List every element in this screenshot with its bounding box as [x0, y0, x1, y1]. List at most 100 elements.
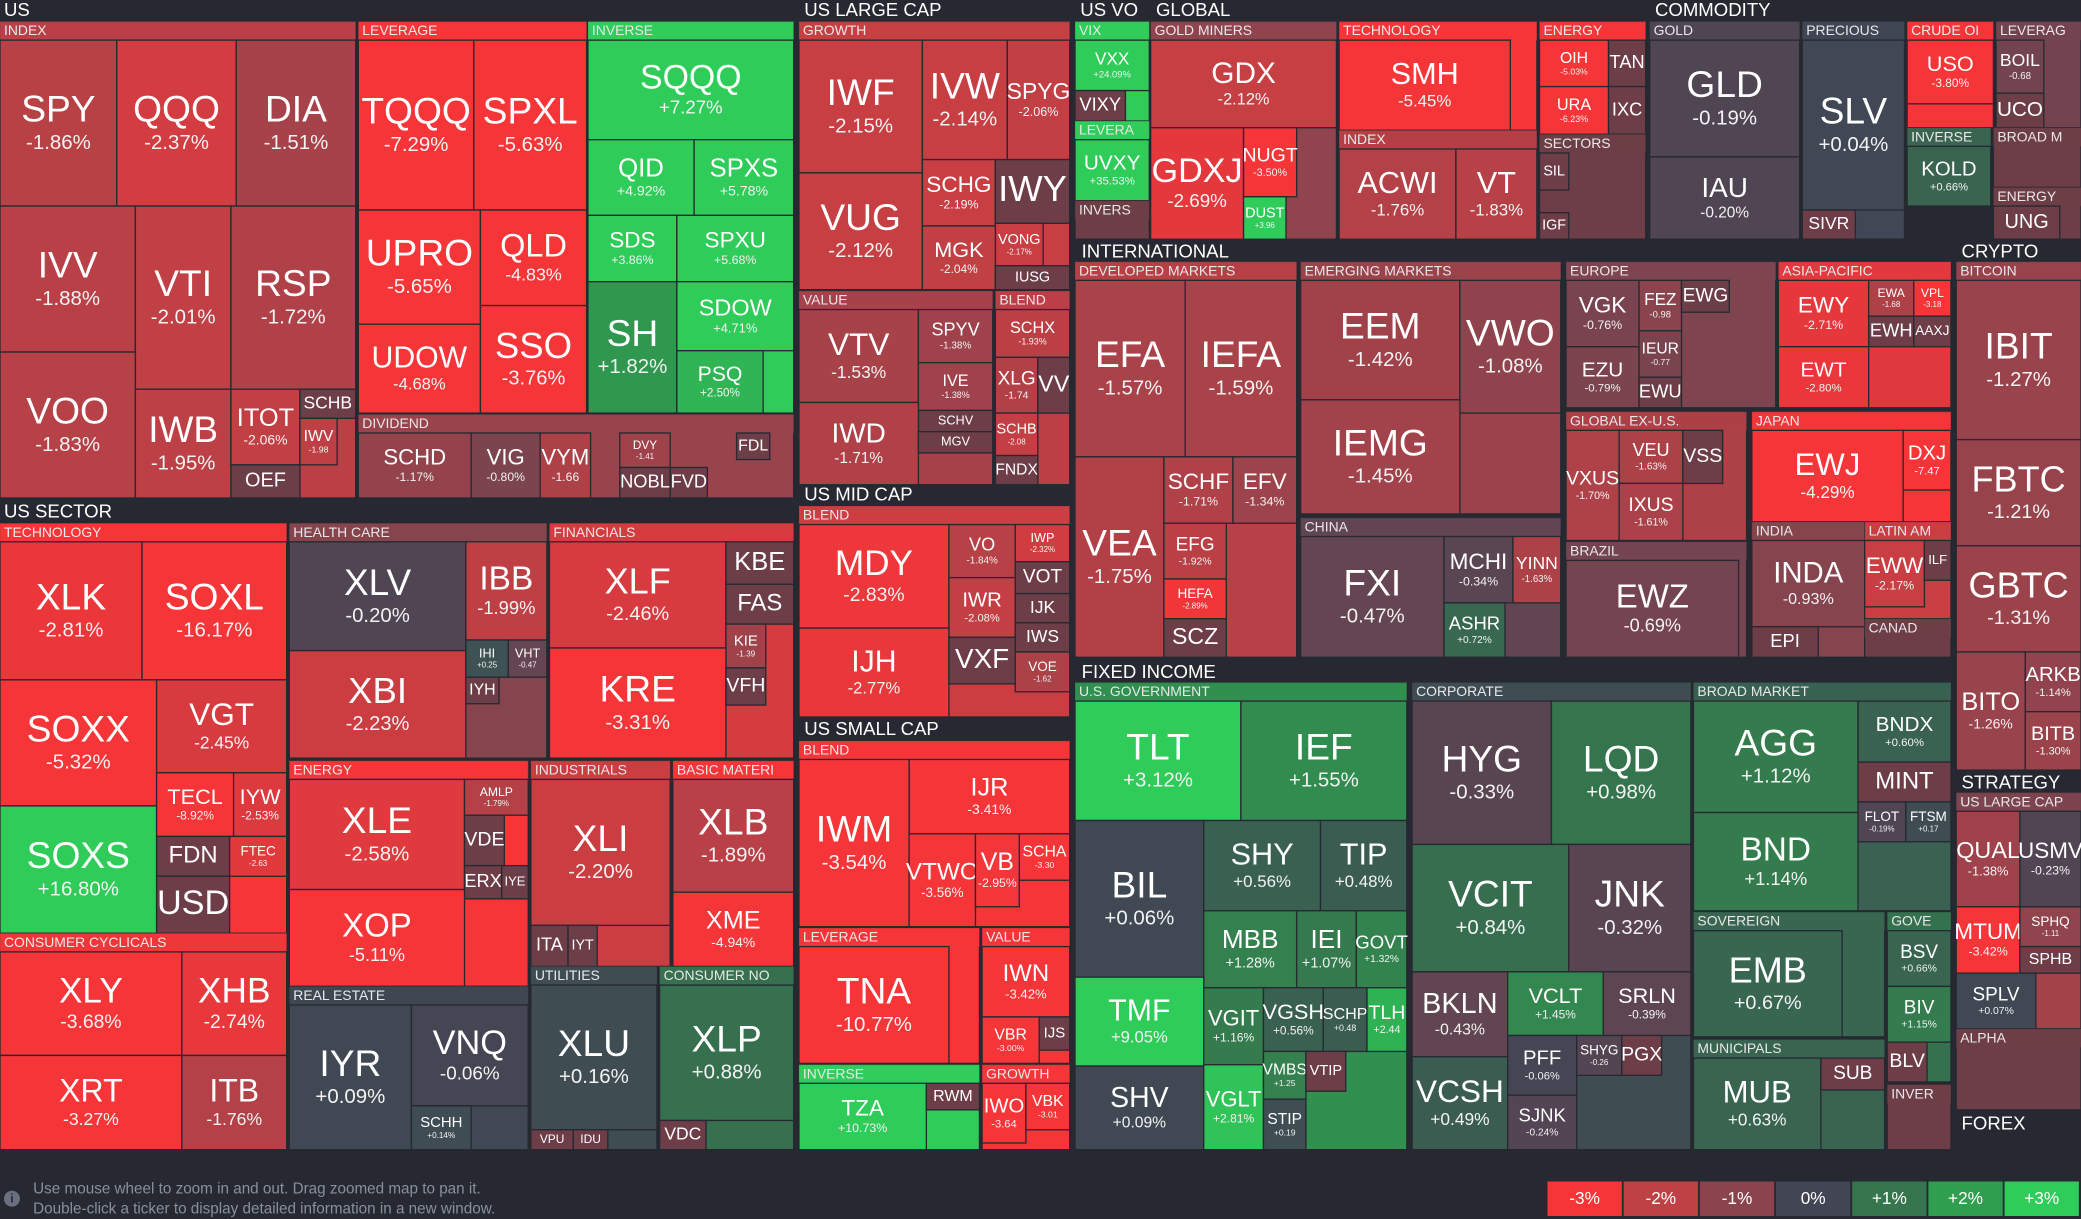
ticker-tile[interactable]: [288, 541, 467, 652]
ticker-tile[interactable]: [1459, 279, 1562, 414]
ticker-tile[interactable]: [1014, 622, 1071, 653]
ticker-tile[interactable]: [1025, 1082, 1071, 1131]
ticker-tile[interactable]: [357, 209, 482, 325]
ticker-tile[interactable]: [1411, 1056, 1509, 1151]
ticker-tile[interactable]: [925, 1082, 981, 1111]
ticker-tile[interactable]: [672, 778, 795, 893]
ticker-tile[interactable]: [1913, 279, 1952, 317]
ticker-tile[interactable]: [1319, 819, 1408, 912]
ticker-tile[interactable]: [676, 281, 795, 352]
ticker-tile[interactable]: [473, 39, 588, 211]
ticker-tile[interactable]: [1801, 39, 1906, 211]
ticker-tile[interactable]: [1512, 535, 1562, 604]
ticker-tile[interactable]: [1886, 1041, 1928, 1083]
ticker-tile[interactable]: [1692, 811, 1859, 912]
ticker-tile[interactable]: [1995, 92, 2045, 129]
ticker-tile[interactable]: [587, 139, 695, 216]
ticker-tile[interactable]: [141, 541, 288, 681]
ticker-tile[interactable]: [1955, 545, 2081, 653]
ticker-tile[interactable]: [357, 39, 475, 211]
ticker-tile[interactable]: [155, 835, 231, 877]
ticker-tile[interactable]: [1955, 279, 2081, 441]
ticker-tile[interactable]: [288, 1004, 413, 1151]
ticker-tile[interactable]: [463, 778, 529, 816]
ticker-tile[interactable]: [1751, 626, 1819, 658]
ticker-tile[interactable]: [994, 158, 1071, 224]
ticker-tile[interactable]: [1074, 39, 1150, 92]
ticker-tile[interactable]: [2024, 651, 2081, 713]
ticker-tile[interactable]: [1565, 559, 1740, 658]
ticker-tile[interactable]: [134, 388, 232, 499]
ticker-tile[interactable]: [2019, 945, 2081, 974]
ticker-tile[interactable]: [1163, 618, 1227, 658]
ticker-tile[interactable]: [994, 265, 1071, 291]
ticker-tile[interactable]: [981, 1082, 1027, 1144]
ticker-tile[interactable]: [1538, 212, 1570, 240]
ticker-tile[interactable]: [981, 1016, 1040, 1065]
ticker-tile[interactable]: [1905, 801, 1952, 843]
ticker-tile[interactable]: [1299, 399, 1461, 515]
ticker-tile[interactable]: [1649, 39, 1801, 158]
ticker-tile[interactable]: [357, 432, 472, 499]
ticker-tile[interactable]: [1014, 651, 1071, 693]
ticker-tile[interactable]: [1203, 1064, 1265, 1151]
ticker-tile[interactable]: [507, 639, 548, 678]
ticker-tile[interactable]: [1163, 578, 1227, 620]
ticker-tile[interactable]: [1074, 976, 1205, 1067]
ticker-tile[interactable]: [798, 627, 950, 718]
ticker-tile[interactable]: [465, 639, 509, 678]
ticker-tile[interactable]: [921, 225, 997, 291]
ticker-tile[interactable]: [1621, 1034, 1663, 1076]
ticker-tile[interactable]: [994, 308, 1071, 359]
ticker-tile[interactable]: [672, 891, 795, 968]
ticker-tile[interactable]: [994, 222, 1044, 267]
ticker-tile[interactable]: [798, 1082, 928, 1151]
ticker-tile[interactable]: [693, 139, 795, 216]
ticker-tile[interactable]: [1074, 456, 1165, 658]
ticker-tile[interactable]: [463, 814, 505, 867]
ticker-tile[interactable]: [1242, 127, 1298, 198]
ticker-tile[interactable]: [1857, 801, 1907, 843]
ticker-tile[interactable]: [1074, 139, 1150, 202]
ticker-tile[interactable]: [572, 1129, 609, 1151]
ticker-tile[interactable]: [479, 304, 588, 414]
ticker-tile[interactable]: [288, 888, 466, 988]
ticker-tile[interactable]: [658, 1119, 707, 1151]
ticker-tile[interactable]: [530, 984, 658, 1131]
ticker-tile[interactable]: [465, 541, 548, 641]
ticker-tile[interactable]: [288, 649, 467, 759]
ticker-tile[interactable]: [1618, 482, 1684, 542]
ticker-tile[interactable]: [357, 323, 482, 414]
ticker-tile[interactable]: [1305, 1050, 1347, 1092]
ticker-tile[interactable]: [548, 541, 727, 649]
ticker-tile[interactable]: [530, 778, 671, 927]
ticker-tile[interactable]: [981, 945, 1071, 1018]
ticker-tile[interactable]: [235, 39, 357, 207]
ticker-tile[interactable]: [921, 158, 997, 227]
ticker-tile[interactable]: [1443, 535, 1514, 604]
ticker-tile[interactable]: [479, 209, 588, 307]
ticker-tile[interactable]: [1014, 592, 1071, 624]
ticker-tile[interactable]: [1299, 535, 1445, 658]
ticker-tile[interactable]: [1995, 39, 2045, 94]
ticker-tile[interactable]: [155, 875, 231, 934]
ticker-tile[interactable]: [1366, 987, 1408, 1053]
ticker-tile[interactable]: [798, 39, 924, 174]
ticker-tile[interactable]: [798, 308, 920, 404]
ticker-tile[interactable]: [155, 679, 288, 774]
ticker-tile[interactable]: [1906, 39, 1995, 105]
ticker-tile[interactable]: [1149, 39, 1338, 129]
ticker-tile[interactable]: [1820, 1057, 1886, 1091]
ticker-tile[interactable]: [1906, 145, 1992, 207]
ticker-tile[interactable]: [587, 214, 678, 283]
ticker-tile[interactable]: [1801, 209, 1857, 240]
ticker-tile[interactable]: [619, 466, 671, 499]
ticker-tile[interactable]: [676, 350, 764, 414]
ticker-tile[interactable]: [1455, 148, 1538, 240]
ticker-tile[interactable]: [1240, 700, 1408, 822]
ticker-tile[interactable]: [921, 39, 1008, 161]
ticker-tile[interactable]: [1955, 651, 2026, 771]
ticker-tile[interactable]: [725, 623, 767, 669]
ticker-tile[interactable]: [669, 466, 709, 499]
ticker-tile[interactable]: [1038, 1016, 1071, 1051]
